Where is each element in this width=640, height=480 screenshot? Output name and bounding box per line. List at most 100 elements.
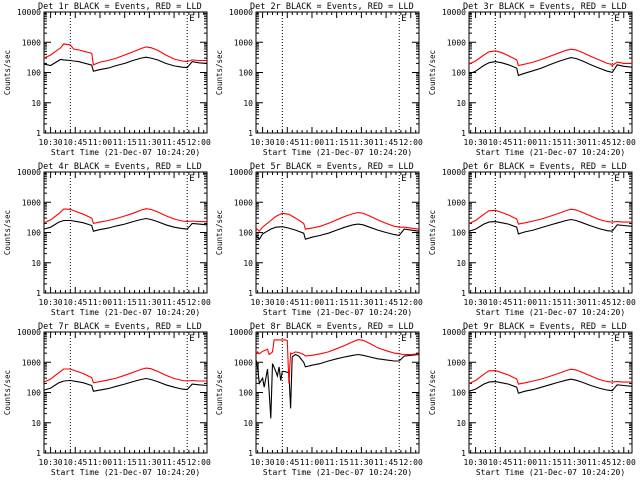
x-tick-label: 12:00 (187, 138, 211, 147)
y-tick-label: 10 (31, 99, 41, 108)
y-tick-label: 10 (243, 259, 253, 268)
y-tick-label: 1 (248, 449, 253, 458)
y-axis-label: Counts/sec (3, 370, 12, 415)
x-tick-label: 12:00 (399, 458, 423, 467)
x-tick-label: 11:15 (538, 138, 562, 147)
flag-marker: E (189, 174, 194, 184)
x-tick-label: 10:30 (251, 458, 275, 467)
y-tick-label: 1 (248, 289, 253, 298)
x-tick-label: 10:30 (251, 138, 275, 147)
flag-marker: E (614, 14, 619, 24)
detector-plot-6: Det 6r BLACK = Events, RED = LLD 1 10 100 10… (428, 162, 636, 317)
y-tick-label: 100 (239, 229, 254, 238)
series-red-line (468, 208, 632, 225)
x-tick-label: 11:45 (374, 458, 398, 467)
flag-marker: E (614, 174, 619, 184)
x-tick-label: 12:00 (612, 298, 636, 307)
detector-plot-1: Det 1r BLACK = Events, RED = LLD 1 10 100 10… (3, 2, 211, 157)
x-tick-label: 11:45 (162, 298, 186, 307)
y-tick-label: 10000 (442, 168, 466, 177)
x-axis-label: Start Time (21-Dec-07 10:24:20) (263, 308, 412, 317)
y-axis-label: Counts/sec (215, 370, 224, 415)
plot-frame (255, 171, 420, 294)
detector-plot-7: Det 7r BLACK = Events, RED = LLD 1 10 100 10… (3, 322, 211, 477)
series-black-line (43, 217, 208, 232)
x-axis-label: Start Time (21-Dec-07 10:24:20) (51, 148, 200, 157)
plot-frame (255, 331, 420, 454)
y-tick-label: 1000 (234, 358, 253, 367)
x-axis-label: Start Time (21-Dec-07 10:24:20) (51, 308, 200, 317)
plot-title: Det 8r BLACK = Events, RED = LLD (250, 322, 414, 332)
y-axis-label: Counts/sec (215, 210, 224, 255)
y-tick-label: 1000 (22, 38, 41, 47)
x-tick-label: 11:30 (562, 138, 586, 147)
x-tick-label: 12:00 (187, 298, 211, 307)
x-tick-label: 11:00 (300, 298, 324, 307)
x-tick-label: 11:15 (325, 298, 349, 307)
x-tick-label: 11:45 (587, 138, 611, 147)
x-tick-label: 12:00 (187, 458, 211, 467)
plot-frame (255, 11, 420, 134)
y-tick-label: 10000 (442, 328, 466, 337)
x-tick-label: 11:45 (587, 298, 611, 307)
y-tick-label: 1000 (447, 358, 466, 367)
x-tick-label: 10:45 (488, 458, 512, 467)
x-tick-label: 11:30 (349, 138, 373, 147)
x-tick-label: 11:15 (113, 298, 137, 307)
y-tick-label: 10000 (229, 168, 253, 177)
detector-plot-9: Det 9r BLACK = Events, RED = LLD 1 10 100 10… (428, 322, 636, 477)
plot-title: Det 1r BLACK = Events, RED = LLD (38, 2, 202, 12)
plot-title: Det 2r BLACK = Events, RED = LLD (250, 2, 414, 12)
y-tick-label: 1000 (447, 38, 466, 47)
y-tick-label: 1000 (234, 198, 253, 207)
y-tick-label: 10000 (17, 328, 41, 337)
plot-frame (468, 11, 633, 134)
plot-title: Det 6r BLACK = Events, RED = LLD (463, 162, 627, 172)
plot-title: Det 3r BLACK = Events, RED = LLD (463, 2, 627, 12)
x-tick-label: 10:45 (63, 138, 87, 147)
y-tick-label: 100 (452, 229, 467, 238)
x-tick-label: 11:45 (162, 138, 186, 147)
x-tick-label: 11:00 (513, 458, 537, 467)
x-tick-label: 11:00 (88, 138, 112, 147)
x-tick-label: 10:30 (464, 138, 488, 147)
y-tick-label: 1000 (22, 358, 41, 367)
detector-plot-5: Det 5r BLACK = Events, RED = LLD 1 10 100 10… (215, 162, 423, 317)
x-tick-label: 10:45 (63, 298, 87, 307)
plot-frame (43, 331, 208, 454)
y-tick-label: 10 (243, 99, 253, 108)
x-tick-label: 11:30 (349, 458, 373, 467)
x-tick-label: 10:45 (275, 138, 299, 147)
x-axis-label: Start Time (21-Dec-07 10:24:20) (476, 148, 625, 157)
y-tick-label: 1 (248, 129, 253, 138)
x-tick-label: 11:30 (137, 298, 161, 307)
y-tick-label: 1 (461, 289, 466, 298)
y-tick-label: 10000 (442, 8, 466, 17)
y-tick-label: 100 (239, 389, 254, 398)
x-tick-label: 11:15 (325, 138, 349, 147)
x-tick-label: 12:00 (399, 298, 423, 307)
x-tick-label: 11:30 (562, 298, 586, 307)
x-tick-label: 11:30 (137, 138, 161, 147)
y-tick-label: 1 (36, 289, 41, 298)
plot-title: Det 9r BLACK = Events, RED = LLD (463, 322, 627, 332)
y-tick-label: 100 (452, 69, 467, 78)
x-tick-label: 10:30 (39, 138, 63, 147)
x-tick-label: 10:30 (39, 458, 63, 467)
y-tick-label: 10000 (17, 8, 41, 17)
x-tick-label: 10:45 (275, 298, 299, 307)
y-tick-label: 100 (27, 229, 42, 238)
x-tick-label: 10:30 (251, 298, 275, 307)
plot-frame (468, 171, 633, 294)
x-tick-label: 11:15 (538, 298, 562, 307)
x-tick-label: 11:00 (300, 138, 324, 147)
x-tick-label: 11:30 (137, 458, 161, 467)
flag-marker: E (189, 334, 194, 344)
x-tick-label: 11:15 (325, 458, 349, 467)
y-tick-label: 1000 (22, 198, 41, 207)
series-black-line (255, 353, 420, 419)
y-tick-label: 10 (456, 99, 466, 108)
detector-plot-4: Det 4r BLACK = Events, RED = LLD 1 10 100 10… (3, 162, 211, 317)
detector-plot-2: Det 2r BLACK = Events, RED = LLD 1 10 100 10… (215, 2, 423, 157)
series-red-line (43, 43, 207, 66)
